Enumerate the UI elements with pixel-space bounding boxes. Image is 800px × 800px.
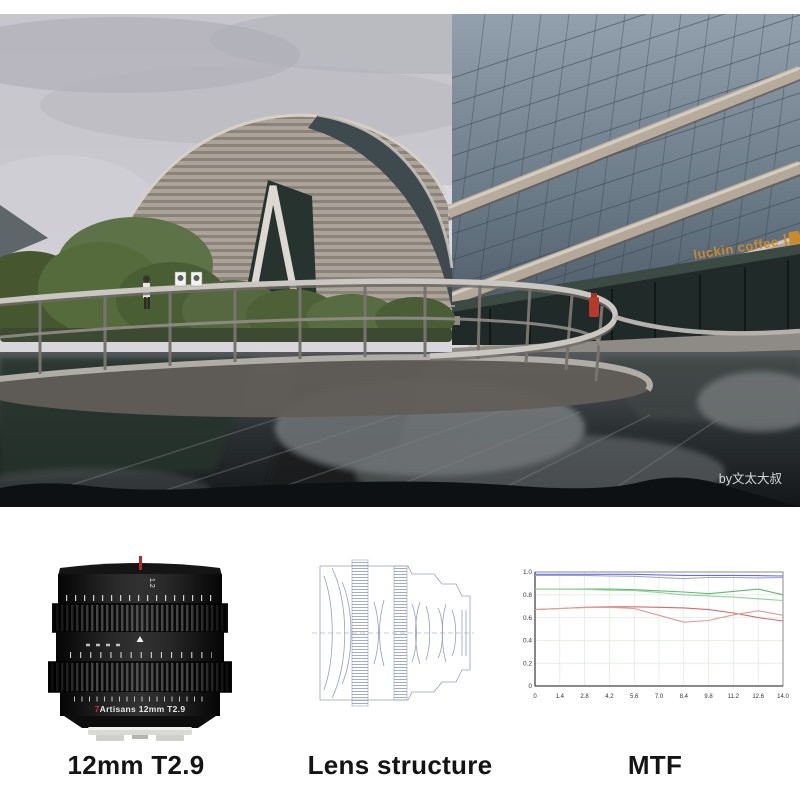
svg-text:0: 0 [533,694,537,700]
front-meniscus [331,567,346,699]
focus-ring [52,603,228,633]
sweeping-canopy [308,115,452,310]
svg-text:0: 0 [528,683,532,690]
mid-barrel [56,632,224,662]
barrel-brand-text: 7Artisans 12mm T2.9 [95,704,186,714]
mtf-series-sagittal-low-freq [535,573,784,577]
svg-text:2.8: 2.8 [580,694,589,700]
barrel-taper [64,716,216,728]
mtf-series-meridional-high-freq [534,606,784,623]
svg-text:11.2: 11.2 [728,694,740,700]
svg-text:4.2: 4.2 [605,694,614,700]
right-glass-building: luckin coffee [445,14,800,370]
railing-placards [174,271,203,287]
cine-lens-render: 1.2 7Artisans 12mm T2.9 [48,556,232,741]
storefront: luckin coffee [452,230,800,345]
mtf-series-meridional-mid-freq [535,588,784,602]
lens-structure-diagram [312,559,474,707]
focus-scale-barrel: 1.2 [58,574,222,604]
svg-text:12.6: 12.6 [752,694,764,700]
svg-text:0.6: 0.6 [523,615,532,622]
caption-lens-spec: 12mm T2.9 [67,750,205,780]
caption-lens-structure: Lens structure [307,750,493,780]
focus-index-mark [139,556,142,570]
pool-edge [0,477,800,507]
svg-text:7.0: 7.0 [655,694,664,700]
lens-mount [88,727,192,741]
cafe-logo-icon [788,230,800,245]
mtf-series-meridional-low-freq [535,574,784,580]
svg-text:14.0: 14.0 [777,694,789,700]
svg-text:0.4: 0.4 [523,638,532,645]
left-building-wing [0,205,48,258]
sign-divider [783,233,788,246]
svg-text:8.4: 8.4 [680,694,689,700]
mtf-chart: 0 0.2 0.4 0.6 0.8 1.0 0 1.4 2.8 4.2 5.6 7.0 8.4 9.8 11… [523,569,790,700]
hatched-group-1 [351,559,369,707]
profile-bottom [320,669,470,701]
top-margin [0,0,800,14]
svg-text:0.2: 0.2 [523,660,532,667]
svg-text:5.6: 5.6 [630,694,639,700]
focus-distance-label: 1.2 [148,578,155,588]
svg-text:1.4: 1.4 [556,694,565,700]
campus-photo: luckin coffee [0,0,800,507]
photographer-watermark: by文太大叔 [719,471,783,486]
curved-balustrade [0,271,800,418]
caption-mtf: MTF [627,750,683,780]
railing-posts [38,283,604,382]
hatched-group-2 [393,565,408,701]
profile-top [320,565,470,597]
red-hydrant [589,293,599,317]
lower-barrel: 7Artisans 12mm T2.9 [60,692,220,716]
handrail [0,278,618,359]
svg-text:1.0: 1.0 [523,569,532,576]
svg-text:0.8: 0.8 [523,592,532,599]
svg-text:9.8: 9.8 [704,694,713,700]
mtf-plot: 0 0.2 0.4 0.6 0.8 1.0 0 1.4 2.8 4.2 5.6 7.0 8.4 9.8 11… [523,569,790,700]
aperture-ring [48,661,232,693]
